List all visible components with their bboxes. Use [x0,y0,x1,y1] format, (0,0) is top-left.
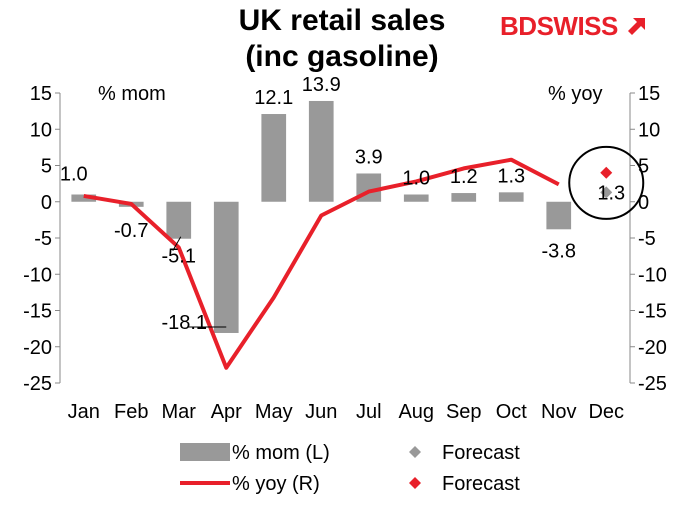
forecast-mom-diamond [600,186,613,199]
chart-title: UK retail sales [239,4,446,37]
legend: % mom (L) Forecast % yoy (R) Forecast [180,442,520,495]
left-tick-label: -25 [23,373,52,395]
bar-mom-nov [546,201,572,230]
right-axis-label: % yoy [548,83,602,105]
right-tick-label: 10 [638,119,660,141]
right-tick-label: -5 [638,228,656,250]
x-tick-label: Feb [114,401,148,423]
left-tick-label: -10 [23,264,52,286]
bar-data-label-aug: 1.0 [402,168,430,190]
axes: 15 10 5 0 -5 -10 -15 -20 -25 15 10 5 0 -5 -10 -15 -20 -25… [23,83,667,423]
bar-data-label-apr: -18.1 [161,312,207,334]
right-tick-label: -25 [638,373,667,395]
bar-data-label-nov: -3.8 [542,240,576,262]
data-labels: 1.0 -0.7 -5.1 -18.1 12.1 13.9 3.9 1.0 1.2 1.3 -3.8 [60,74,576,334]
svg-text:BDSWISS: BDSWISS [500,11,618,41]
bar-mom-oct [498,192,524,202]
legend-label: Forecast [442,473,520,495]
left-tick-label: 0 [41,192,52,214]
bar-mom-aug [403,194,429,202]
left-tick-label: -20 [23,337,52,359]
right-tick-label: -15 [638,301,667,323]
legend-label: Forecast [442,442,520,464]
chart-subtitle: (inc gasoline) [245,40,438,73]
bar-mom-jan [71,194,97,202]
x-tick-label: Sep [446,401,482,423]
x-tick-label: Apr [211,401,242,423]
right-tick-label: 0 [638,192,649,214]
bar-mom-apr [213,201,239,333]
x-tick-label: Nov [541,401,577,423]
x-tick-label: May [255,401,293,423]
bar-data-label-sep: 1.2 [450,166,478,188]
bar-data-label-jul: 3.9 [355,146,383,168]
bar-data-label-jan: 1.0 [60,164,88,186]
forecast-markers: 1.3 [568,145,645,220]
forecast-yoy-diamond [600,166,613,179]
bar-mom-sep [451,193,477,202]
bar-mom-jun [308,100,334,202]
legend-item: Forecast [409,442,520,464]
left-tick-label: 10 [30,119,52,141]
brand-logo: BDSWISS [500,11,645,41]
right-tick-label: -20 [638,337,667,359]
left-tick-label: 15 [30,83,52,105]
legend-swatch-diamond [409,477,421,489]
left-tick-label: 5 [41,156,52,178]
line-yoy [83,157,560,370]
x-tick-label: Jan [68,401,100,423]
brand-logo-swiss: SWISS [537,11,618,41]
bar-data-label-oct: 1.3 [497,165,525,187]
legend-swatch-diamond [409,446,421,458]
legend-item: % mom (L) [180,442,330,464]
brand-logo-bd: BD [500,11,537,41]
legend-item: % yoy (R) [180,473,320,495]
legend-item: Forecast [409,473,520,495]
forecast-highlight-circle [568,145,645,220]
bar-data-label-jun: 13.9 [302,74,341,96]
right-tick-label: 5 [638,156,649,178]
bar-data-label-mar: -5.1 [162,246,196,268]
left-tick-label: -15 [23,301,52,323]
left-axis-label: % mom [98,83,166,105]
bar-series-mom [71,100,572,333]
bar-mom-may [261,114,287,202]
x-tick-label: Jun [305,401,337,423]
bar-data-label-may: 12.1 [254,87,293,109]
legend-label: % mom (L) [232,442,330,464]
left-tick-label: -5 [34,228,52,250]
legend-swatch-bar [180,443,230,461]
x-tick-label: Jul [356,401,382,423]
line-series-yoy [83,157,560,370]
bar-data-label-feb: -0.7 [114,220,148,242]
forecast-mom-label: 1.3 [597,182,625,204]
right-tick-label: -10 [638,264,667,286]
bar-mom-mar [166,201,192,239]
x-tick-label: Oct [496,401,528,423]
arrow-up-right-icon [628,18,645,35]
right-tick-label: 15 [638,83,660,105]
x-tick-label: Dec [588,401,624,423]
legend-label: % yoy (R) [232,473,320,495]
leader-line-mar [172,236,182,251]
x-tick-label: Mar [162,401,197,423]
x-tick-label: Aug [398,401,434,423]
